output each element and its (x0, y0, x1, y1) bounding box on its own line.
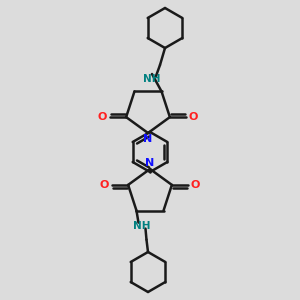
Text: O: O (98, 112, 107, 122)
Text: O: O (100, 180, 109, 190)
Text: O: O (189, 112, 198, 122)
Text: O: O (191, 180, 200, 190)
Text: NH: NH (143, 74, 161, 84)
Text: N: N (146, 158, 154, 168)
Text: N: N (143, 134, 153, 144)
Text: NH: NH (133, 220, 150, 231)
